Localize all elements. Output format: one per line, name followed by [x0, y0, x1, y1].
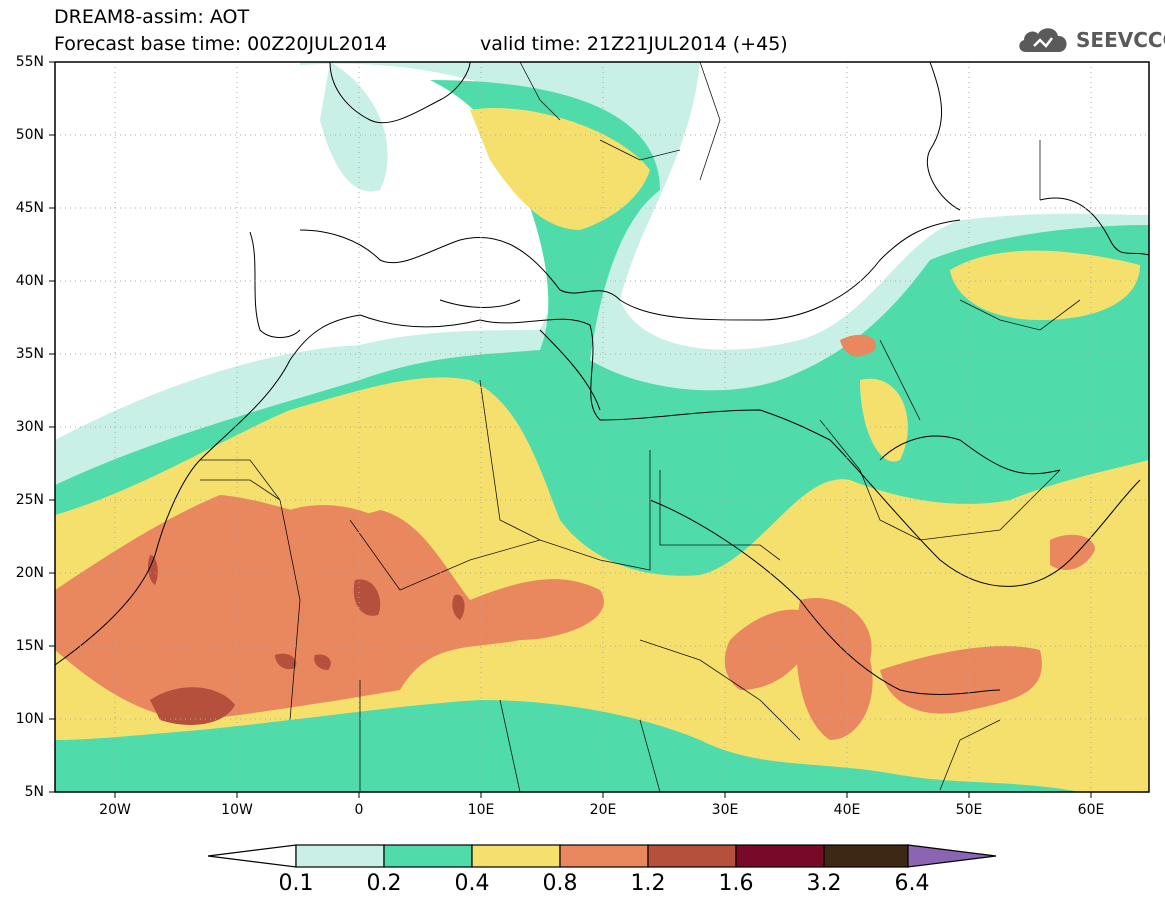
lon-label: 20W	[99, 802, 131, 818]
colorbar-label: 3.2	[806, 871, 842, 896]
lat-label: 45N	[15, 200, 44, 216]
colorbar-swatch-6	[735, 844, 825, 868]
valid-time: valid time: 21Z21JUL2014 (+45)	[480, 33, 788, 55]
colorbar-label: 1.6	[718, 871, 754, 896]
aot-field-05	[147, 555, 465, 725]
lat-label: 15N	[15, 638, 44, 654]
lat-label: 10N	[15, 711, 44, 727]
seevccc-logo: SEEVCCC	[1016, 24, 1165, 58]
lat-label: 55N	[15, 54, 44, 70]
lon-label: 10W	[221, 802, 253, 818]
lon-label: 30E	[711, 802, 739, 818]
colorbar-swatch-5	[647, 844, 737, 868]
lat-label: 50N	[15, 127, 44, 143]
map-title: DREAM8-assim: AOT	[54, 6, 250, 28]
colorbar-label: 0.4	[454, 871, 490, 896]
colorbar-label: 6.4	[894, 871, 930, 896]
lon-label: 10E	[467, 802, 495, 818]
colorbar-swatch-8	[907, 844, 997, 868]
colorbar-label: 0.2	[366, 871, 402, 896]
graticule	[55, 62, 1149, 792]
colorbar-swatch-3	[471, 844, 561, 868]
axis-ticks	[49, 61, 1092, 798]
lat-label: 40N	[15, 273, 44, 289]
lon-label: 40E	[833, 802, 861, 818]
aot-field-04	[55, 334, 1095, 740]
country-borders	[200, 62, 1081, 792]
logo-text: SEEVCCC	[1076, 28, 1165, 52]
cloud-icon	[1019, 28, 1067, 52]
colorbar-swatch-4	[559, 844, 649, 868]
lon-label: 50E	[955, 802, 983, 818]
lon-label: 20E	[589, 802, 617, 818]
lat-label: 30N	[15, 419, 44, 435]
colorbar-label: 1.2	[630, 871, 666, 896]
colorbar-label: 0.1	[278, 871, 314, 896]
colorbar-swatch-2	[383, 844, 473, 868]
colorbar-swatch-7	[823, 844, 909, 868]
lon-label: 0	[354, 802, 364, 818]
lat-label: 20N	[15, 565, 44, 581]
lat-label: 5N	[24, 784, 44, 800]
colorbar-swatch-1	[295, 844, 385, 868]
colorbar	[207, 844, 997, 868]
lon-label: 60E	[1077, 802, 1105, 818]
lat-label: 25N	[15, 492, 44, 508]
colorbar-labels: 0.1 0.2 0.4 0.8 1.2 1.6 3.2 6.4	[0, 872, 1165, 898]
forecast-base-time: Forecast base time: 00Z20JUL2014	[54, 33, 387, 55]
lat-label: 35N	[15, 346, 44, 362]
colorbar-label: 0.8	[542, 871, 578, 896]
coastlines	[55, 62, 1149, 695]
colorbar-swatch-0	[207, 844, 297, 868]
